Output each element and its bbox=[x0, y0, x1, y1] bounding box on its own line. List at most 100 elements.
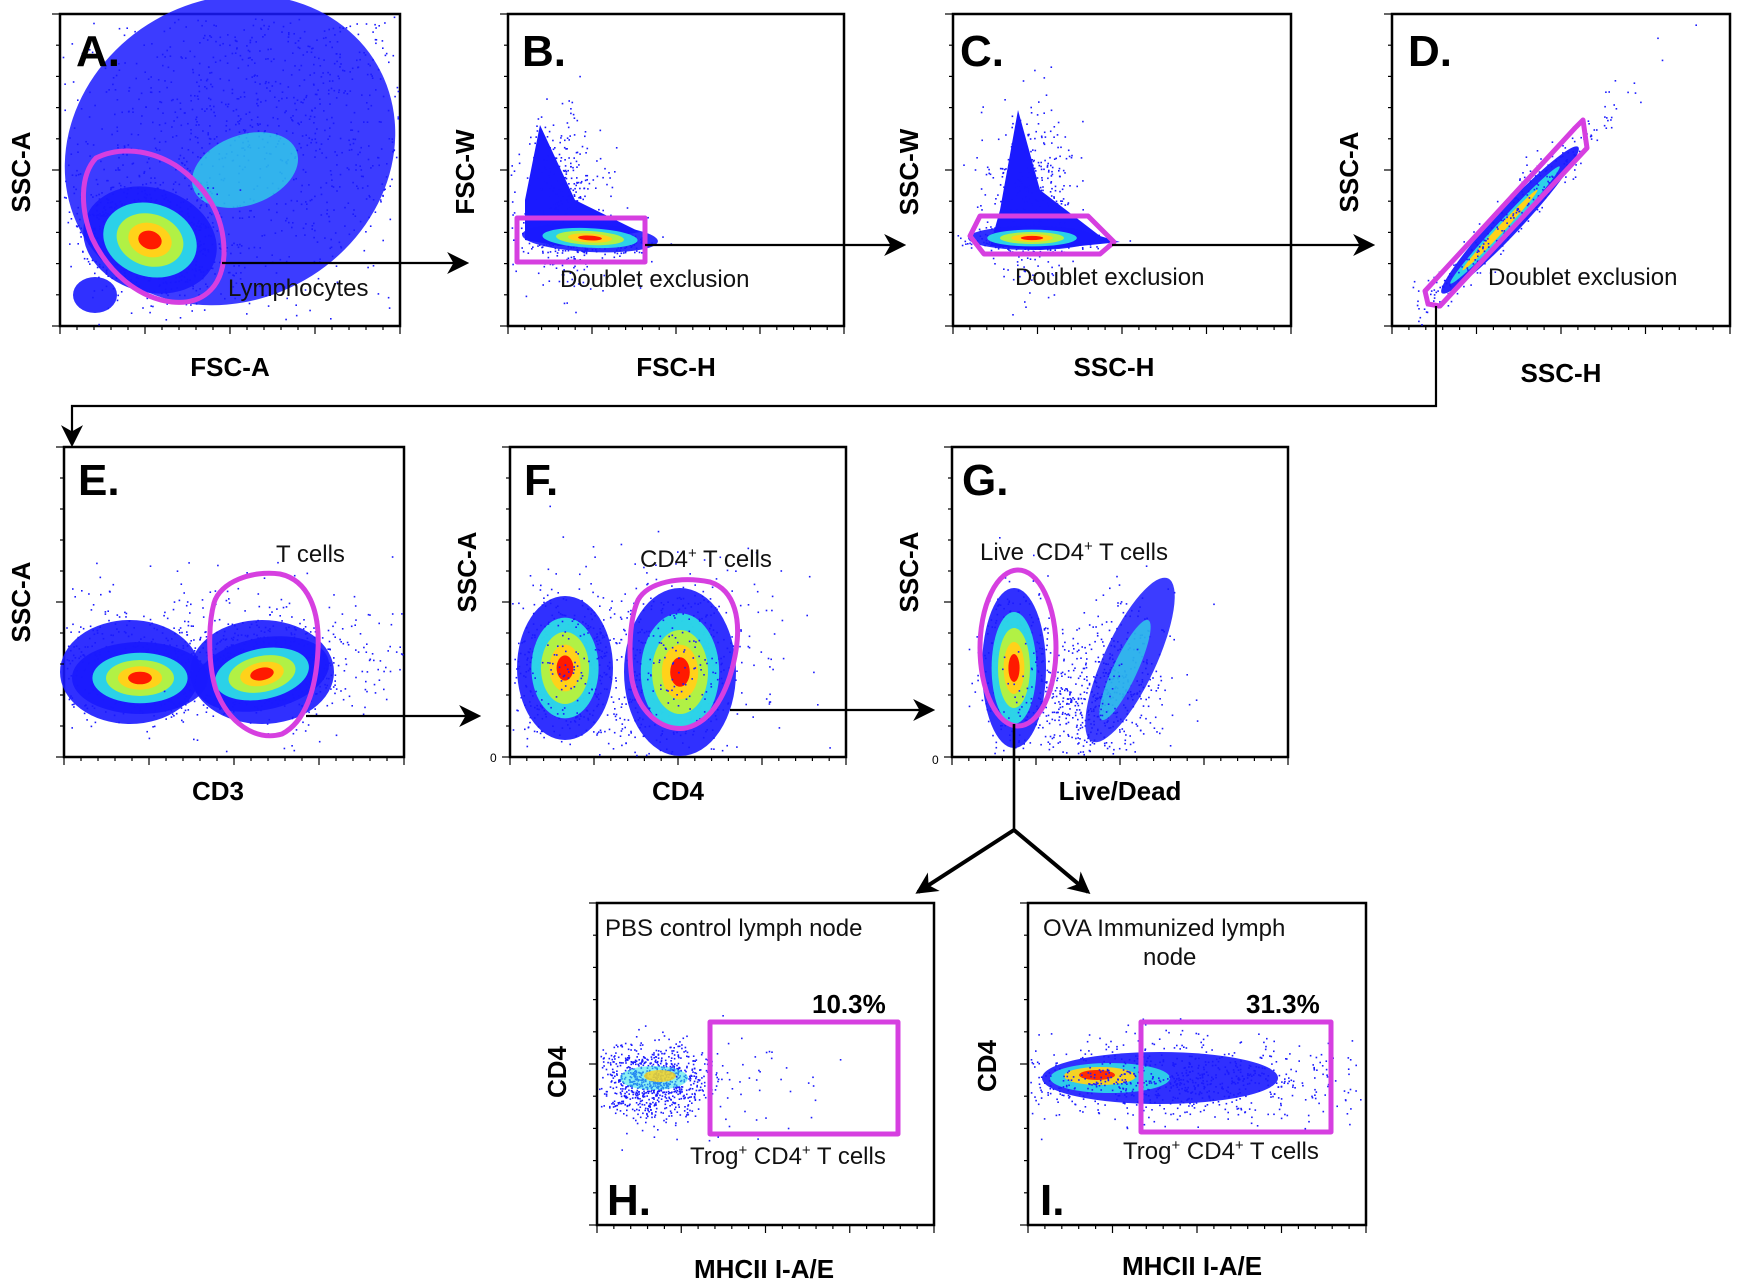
density-dot bbox=[351, 705, 353, 707]
density-dot bbox=[339, 137, 342, 140]
density-dot bbox=[349, 71, 351, 73]
density-dot bbox=[1043, 77, 1046, 79]
density-dot bbox=[258, 605, 261, 608]
density-dot bbox=[131, 163, 134, 165]
density-dot bbox=[582, 198, 584, 201]
density-dot bbox=[595, 187, 597, 189]
density-dot bbox=[244, 610, 246, 612]
density-dot bbox=[1081, 247, 1084, 249]
density-dot bbox=[156, 187, 159, 189]
density-dot bbox=[549, 189, 552, 192]
density-dot bbox=[1028, 209, 1030, 211]
density-dot bbox=[568, 195, 570, 197]
density-dot bbox=[341, 151, 343, 154]
density-dot bbox=[611, 223, 614, 225]
density-dot bbox=[336, 41, 339, 43]
density-dot bbox=[232, 110, 235, 112]
density-dot bbox=[1019, 184, 1021, 187]
density-dot bbox=[252, 24, 255, 27]
density-dot bbox=[205, 283, 207, 285]
density-dot bbox=[287, 40, 289, 43]
density-dot bbox=[299, 37, 302, 39]
density-dot bbox=[316, 93, 318, 96]
density-dot bbox=[549, 187, 551, 189]
density-dot bbox=[1017, 192, 1019, 194]
density-dot bbox=[285, 110, 287, 112]
density-dot bbox=[219, 59, 222, 62]
density-dot bbox=[180, 707, 183, 709]
density-dot bbox=[518, 162, 521, 165]
density-dot bbox=[1054, 206, 1056, 209]
density-dot bbox=[309, 115, 312, 118]
density-dot bbox=[340, 641, 342, 643]
density-dot bbox=[997, 138, 1000, 141]
density-dot bbox=[230, 252, 232, 255]
density-dot bbox=[598, 208, 600, 211]
density-dot bbox=[209, 138, 212, 140]
density-dot bbox=[369, 94, 371, 97]
density-dot bbox=[567, 195, 569, 197]
density-dot bbox=[360, 169, 363, 171]
density-dot bbox=[355, 169, 357, 171]
density-dot bbox=[1058, 170, 1060, 172]
density-dot bbox=[101, 633, 104, 635]
density-dot bbox=[328, 89, 330, 92]
density-dot bbox=[545, 193, 547, 196]
density-dot bbox=[604, 253, 606, 256]
density-dot bbox=[79, 231, 82, 234]
density-dot bbox=[1437, 290, 1439, 292]
density-dot bbox=[283, 747, 286, 750]
density-dot bbox=[560, 176, 563, 178]
density-dot bbox=[231, 244, 233, 246]
density-dot bbox=[541, 143, 544, 145]
density-dot bbox=[528, 242, 531, 245]
density-dot bbox=[1458, 271, 1460, 274]
density-dot bbox=[291, 717, 294, 720]
density-dot bbox=[153, 137, 156, 140]
density-dot bbox=[128, 90, 130, 92]
density-dot bbox=[205, 651, 208, 654]
density-dot bbox=[348, 168, 350, 171]
density-dot bbox=[1058, 264, 1060, 267]
density-dot bbox=[311, 138, 313, 141]
density-dot bbox=[365, 651, 368, 653]
density-dot bbox=[231, 623, 234, 626]
density-dot bbox=[203, 152, 205, 155]
density-dot bbox=[560, 160, 562, 162]
density-dot bbox=[537, 177, 539, 179]
density-dot bbox=[1475, 241, 1477, 244]
density-dot bbox=[530, 184, 533, 186]
density-dot bbox=[319, 685, 321, 688]
density-dot bbox=[366, 185, 369, 187]
density-dot bbox=[543, 210, 546, 212]
density-dot bbox=[584, 131, 587, 133]
density-dot bbox=[1047, 177, 1049, 180]
density-dot bbox=[1057, 121, 1060, 124]
density-dot bbox=[513, 170, 516, 172]
density-dot bbox=[1003, 268, 1005, 270]
density-dot bbox=[1018, 224, 1021, 226]
density-dot bbox=[325, 36, 327, 39]
density-dot bbox=[561, 252, 564, 254]
density-dot bbox=[550, 185, 552, 187]
density-dot bbox=[234, 52, 237, 54]
density-dot bbox=[286, 297, 288, 300]
density-dot bbox=[562, 209, 565, 211]
density-dot bbox=[315, 141, 318, 144]
density-dot bbox=[162, 181, 164, 184]
density-dot bbox=[258, 626, 260, 629]
panel-c-xlabel: SSC-H bbox=[1074, 352, 1155, 382]
density-dot bbox=[553, 162, 555, 165]
density-dot bbox=[162, 626, 165, 629]
density-dot bbox=[1043, 112, 1045, 114]
density-dot bbox=[149, 91, 152, 93]
density-dot bbox=[1024, 187, 1027, 190]
density-dot bbox=[365, 680, 367, 683]
density-dot bbox=[297, 122, 299, 124]
density-dot bbox=[309, 631, 312, 633]
density-dot bbox=[248, 302, 251, 305]
density-dot bbox=[1022, 197, 1025, 199]
density-dot bbox=[596, 175, 599, 178]
density-dot bbox=[88, 637, 91, 640]
density-dot bbox=[162, 112, 164, 114]
